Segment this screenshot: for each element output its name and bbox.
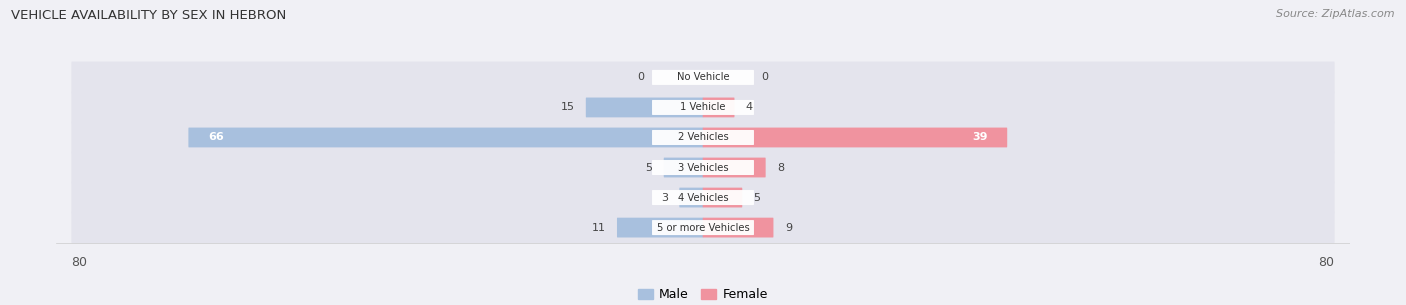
Text: 15: 15 — [561, 102, 575, 113]
FancyBboxPatch shape — [72, 212, 1334, 243]
Legend: Male, Female: Male, Female — [633, 283, 773, 305]
Text: 0: 0 — [637, 72, 644, 82]
FancyBboxPatch shape — [72, 152, 1334, 183]
Text: 4: 4 — [745, 102, 754, 113]
Text: 39: 39 — [972, 132, 987, 142]
FancyBboxPatch shape — [72, 122, 1334, 153]
Text: 11: 11 — [592, 223, 606, 233]
FancyBboxPatch shape — [188, 127, 703, 147]
FancyBboxPatch shape — [703, 158, 766, 178]
FancyBboxPatch shape — [703, 188, 742, 207]
FancyBboxPatch shape — [679, 188, 703, 207]
Text: 66: 66 — [208, 132, 224, 142]
FancyBboxPatch shape — [652, 160, 754, 175]
FancyBboxPatch shape — [703, 218, 773, 238]
FancyBboxPatch shape — [652, 100, 754, 115]
Text: 4 Vehicles: 4 Vehicles — [678, 192, 728, 203]
Text: 5: 5 — [645, 163, 652, 173]
FancyBboxPatch shape — [652, 190, 754, 205]
FancyBboxPatch shape — [72, 62, 1334, 93]
Text: VEHICLE AVAILABILITY BY SEX IN HEBRON: VEHICLE AVAILABILITY BY SEX IN HEBRON — [11, 9, 287, 22]
FancyBboxPatch shape — [652, 70, 754, 85]
FancyBboxPatch shape — [617, 218, 703, 238]
Text: 1 Vehicle: 1 Vehicle — [681, 102, 725, 113]
Text: Source: ZipAtlas.com: Source: ZipAtlas.com — [1277, 9, 1395, 19]
Text: No Vehicle: No Vehicle — [676, 72, 730, 82]
Text: 2 Vehicles: 2 Vehicles — [678, 132, 728, 142]
Text: 5 or more Vehicles: 5 or more Vehicles — [657, 223, 749, 233]
FancyBboxPatch shape — [652, 220, 754, 235]
Text: 0: 0 — [762, 72, 769, 82]
FancyBboxPatch shape — [72, 92, 1334, 123]
FancyBboxPatch shape — [664, 158, 703, 178]
Text: 3 Vehicles: 3 Vehicles — [678, 163, 728, 173]
Text: 3: 3 — [661, 192, 668, 203]
FancyBboxPatch shape — [72, 182, 1334, 214]
Text: 9: 9 — [785, 223, 792, 233]
Text: 8: 8 — [778, 163, 785, 173]
FancyBboxPatch shape — [652, 130, 754, 145]
FancyBboxPatch shape — [703, 127, 1007, 147]
FancyBboxPatch shape — [586, 98, 703, 117]
Text: 5: 5 — [754, 192, 761, 203]
FancyBboxPatch shape — [703, 98, 734, 117]
